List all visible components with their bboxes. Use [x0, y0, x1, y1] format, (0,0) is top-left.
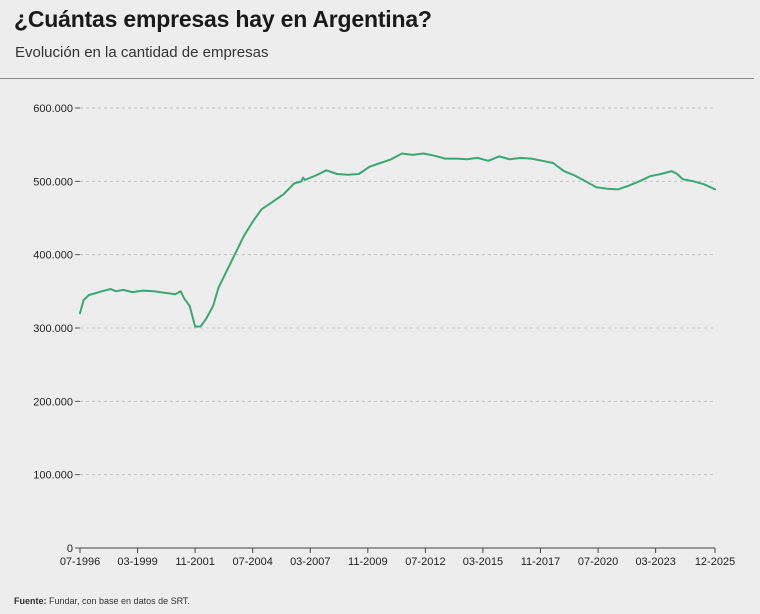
line-chart: 0 100.000 200.000 300.000 400.000 500.000 600.…: [33, 103, 735, 568]
y-tick-label: 200.000: [33, 396, 73, 408]
x-tick-label: 11-2017: [521, 556, 561, 568]
x-tick-label: 03-2007: [290, 556, 330, 568]
axis-layer: 0 100.000 200.000 300.000 400.000 500.000 600.…: [33, 103, 735, 568]
x-tick-label: 11-2009: [348, 556, 388, 568]
x-tick-label: 07-1996: [60, 556, 100, 568]
series-line: [79, 152, 716, 328]
x-tick-label: 07-2012: [405, 556, 445, 568]
chart-title: ¿Cuántas empresas hay en Argentina?: [14, 6, 432, 32]
source-note: Fuente: Fundar, con base en datos de SRT…: [14, 596, 190, 606]
series-layer: [79, 152, 716, 328]
x-tick-label: 12-2025: [695, 556, 735, 568]
y-tick-label: 400.000: [33, 250, 73, 262]
y-tick-label: 500.000: [33, 176, 73, 188]
y-tick-label: 100.000: [33, 470, 73, 482]
x-tick-label: 03-2015: [463, 556, 503, 568]
y-tick-label: 0: [67, 543, 73, 555]
header-divider: [0, 78, 754, 79]
source-text: Fundar, con base en datos de SRT.: [46, 596, 190, 606]
chart-subtitle: Evolución en la cantidad de empresas: [15, 44, 269, 61]
y-tick-label: 300.000: [33, 323, 73, 335]
x-tick-label: 11-2001: [175, 556, 215, 568]
x-tick-label: 07-2020: [578, 556, 618, 568]
y-tick-label: 600.000: [33, 103, 73, 115]
x-tick-label: 03-1999: [117, 556, 157, 568]
x-tick-label: 03-2023: [635, 556, 675, 568]
x-tick-label: 07-2004: [233, 556, 273, 568]
grid-layer: [80, 107, 715, 476]
source-label: Fuente:: [14, 596, 47, 606]
